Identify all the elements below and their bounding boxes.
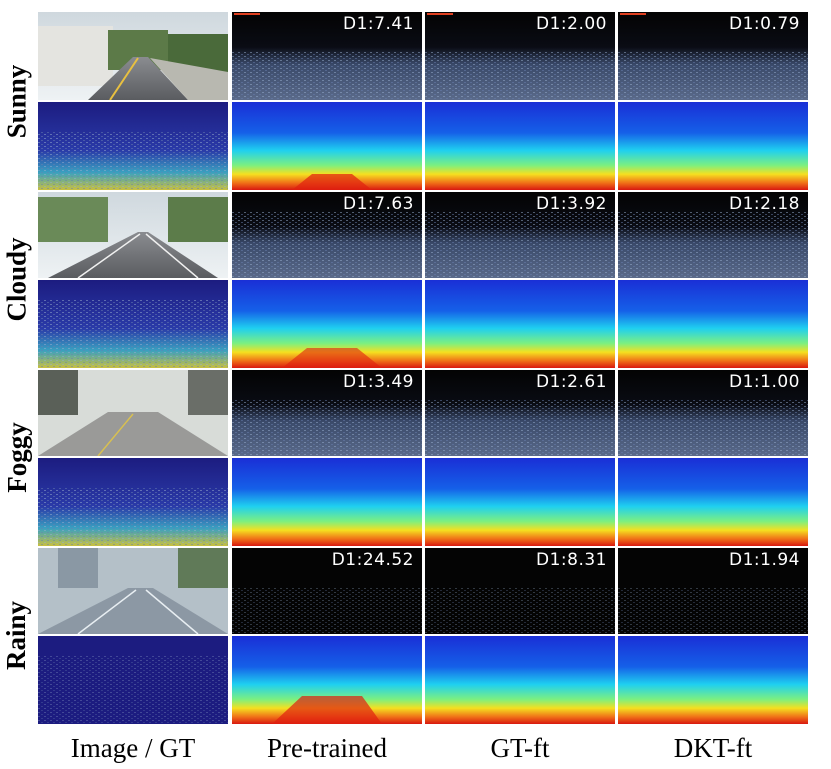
sunny-pretrained-error-map: D1:7.41 — [232, 12, 422, 100]
cloudy-dktft-d1: D1:2.18 — [729, 194, 800, 214]
rainy-gtft-d1: D1:8.31 — [536, 550, 607, 570]
foggy-dktft-error-map: D1:1.00 — [618, 370, 808, 456]
cloudy-input-image — [38, 192, 228, 278]
column-label-gtft: GT-ft — [490, 732, 550, 763]
column-label-pretrained: Pre-trained — [267, 732, 387, 763]
rainy-dktft-error-map: D1:1.94 — [618, 548, 808, 634]
rainy-dktft-disparity — [618, 636, 808, 724]
cloudy-gtft-d1: D1:3.92 — [536, 194, 607, 214]
rainy-gtft-disparity — [425, 636, 615, 724]
cloudy-gtft-error-map: D1:3.92 — [425, 192, 615, 278]
rainy-pretrained-d1: D1:24.52 — [331, 550, 414, 570]
rainy-pretrained-disparity — [232, 636, 422, 724]
sunny-pretrained-d1: D1:7.41 — [343, 14, 414, 34]
rainy-dktft-d1: D1:1.94 — [729, 550, 800, 570]
sunny-gtft-error-map: D1:2.00 — [425, 12, 615, 100]
row-label-sunny: Sunny — [1, 64, 32, 138]
column-label-image-gt: Image / GT — [70, 732, 196, 763]
cloudy-pretrained-disparity — [232, 280, 422, 368]
foggy-dktft-d1: D1:1.00 — [729, 372, 800, 392]
column-label-dktft: DKT-ft — [673, 732, 753, 763]
row-label-cloudy: Cloudy — [1, 236, 32, 322]
foggy-gtft-disparity — [425, 458, 615, 546]
cloudy-pretrained-d1: D1:7.63 — [343, 194, 414, 214]
foggy-pretrained-d1: D1:3.49 — [343, 372, 414, 392]
rainy-gtft-error-map: D1:8.31 — [425, 548, 615, 634]
foggy-gt-disparity — [38, 458, 228, 546]
sunny-gt-disparity — [38, 102, 228, 190]
sunny-gtft-disparity — [425, 102, 615, 190]
row-label-rainy: Rainy — [1, 600, 32, 670]
cloudy-gtft-disparity — [425, 280, 615, 368]
cloudy-pretrained-error-map: D1:7.63 — [232, 192, 422, 278]
foggy-gtft-error-map: D1:2.61 — [425, 370, 615, 456]
cloudy-dktft-disparity — [618, 280, 808, 368]
foggy-pretrained-error-map: D1:3.49 — [232, 370, 422, 456]
foggy-pretrained-disparity — [232, 458, 422, 546]
sunny-dktft-disparity — [618, 102, 808, 190]
rainy-pretrained-error-map: D1:24.52 — [232, 548, 422, 634]
cloudy-dktft-error-map: D1:2.18 — [618, 192, 808, 278]
sunny-pretrained-disparity — [232, 102, 422, 190]
foggy-dktft-disparity — [618, 458, 808, 546]
foggy-input-image — [38, 370, 228, 456]
sunny-input-image — [38, 12, 228, 100]
sunny-dktft-d1: D1:0.79 — [729, 14, 800, 34]
rainy-gt-disparity — [38, 636, 228, 724]
sunny-gtft-d1: D1:2.00 — [536, 14, 607, 34]
foggy-gtft-d1: D1:2.61 — [536, 372, 607, 392]
row-label-foggy: Foggy — [1, 421, 32, 493]
sunny-dktft-error-map: D1:0.79 — [618, 12, 808, 100]
cloudy-gt-disparity — [38, 280, 228, 368]
rainy-input-image — [38, 548, 228, 634]
